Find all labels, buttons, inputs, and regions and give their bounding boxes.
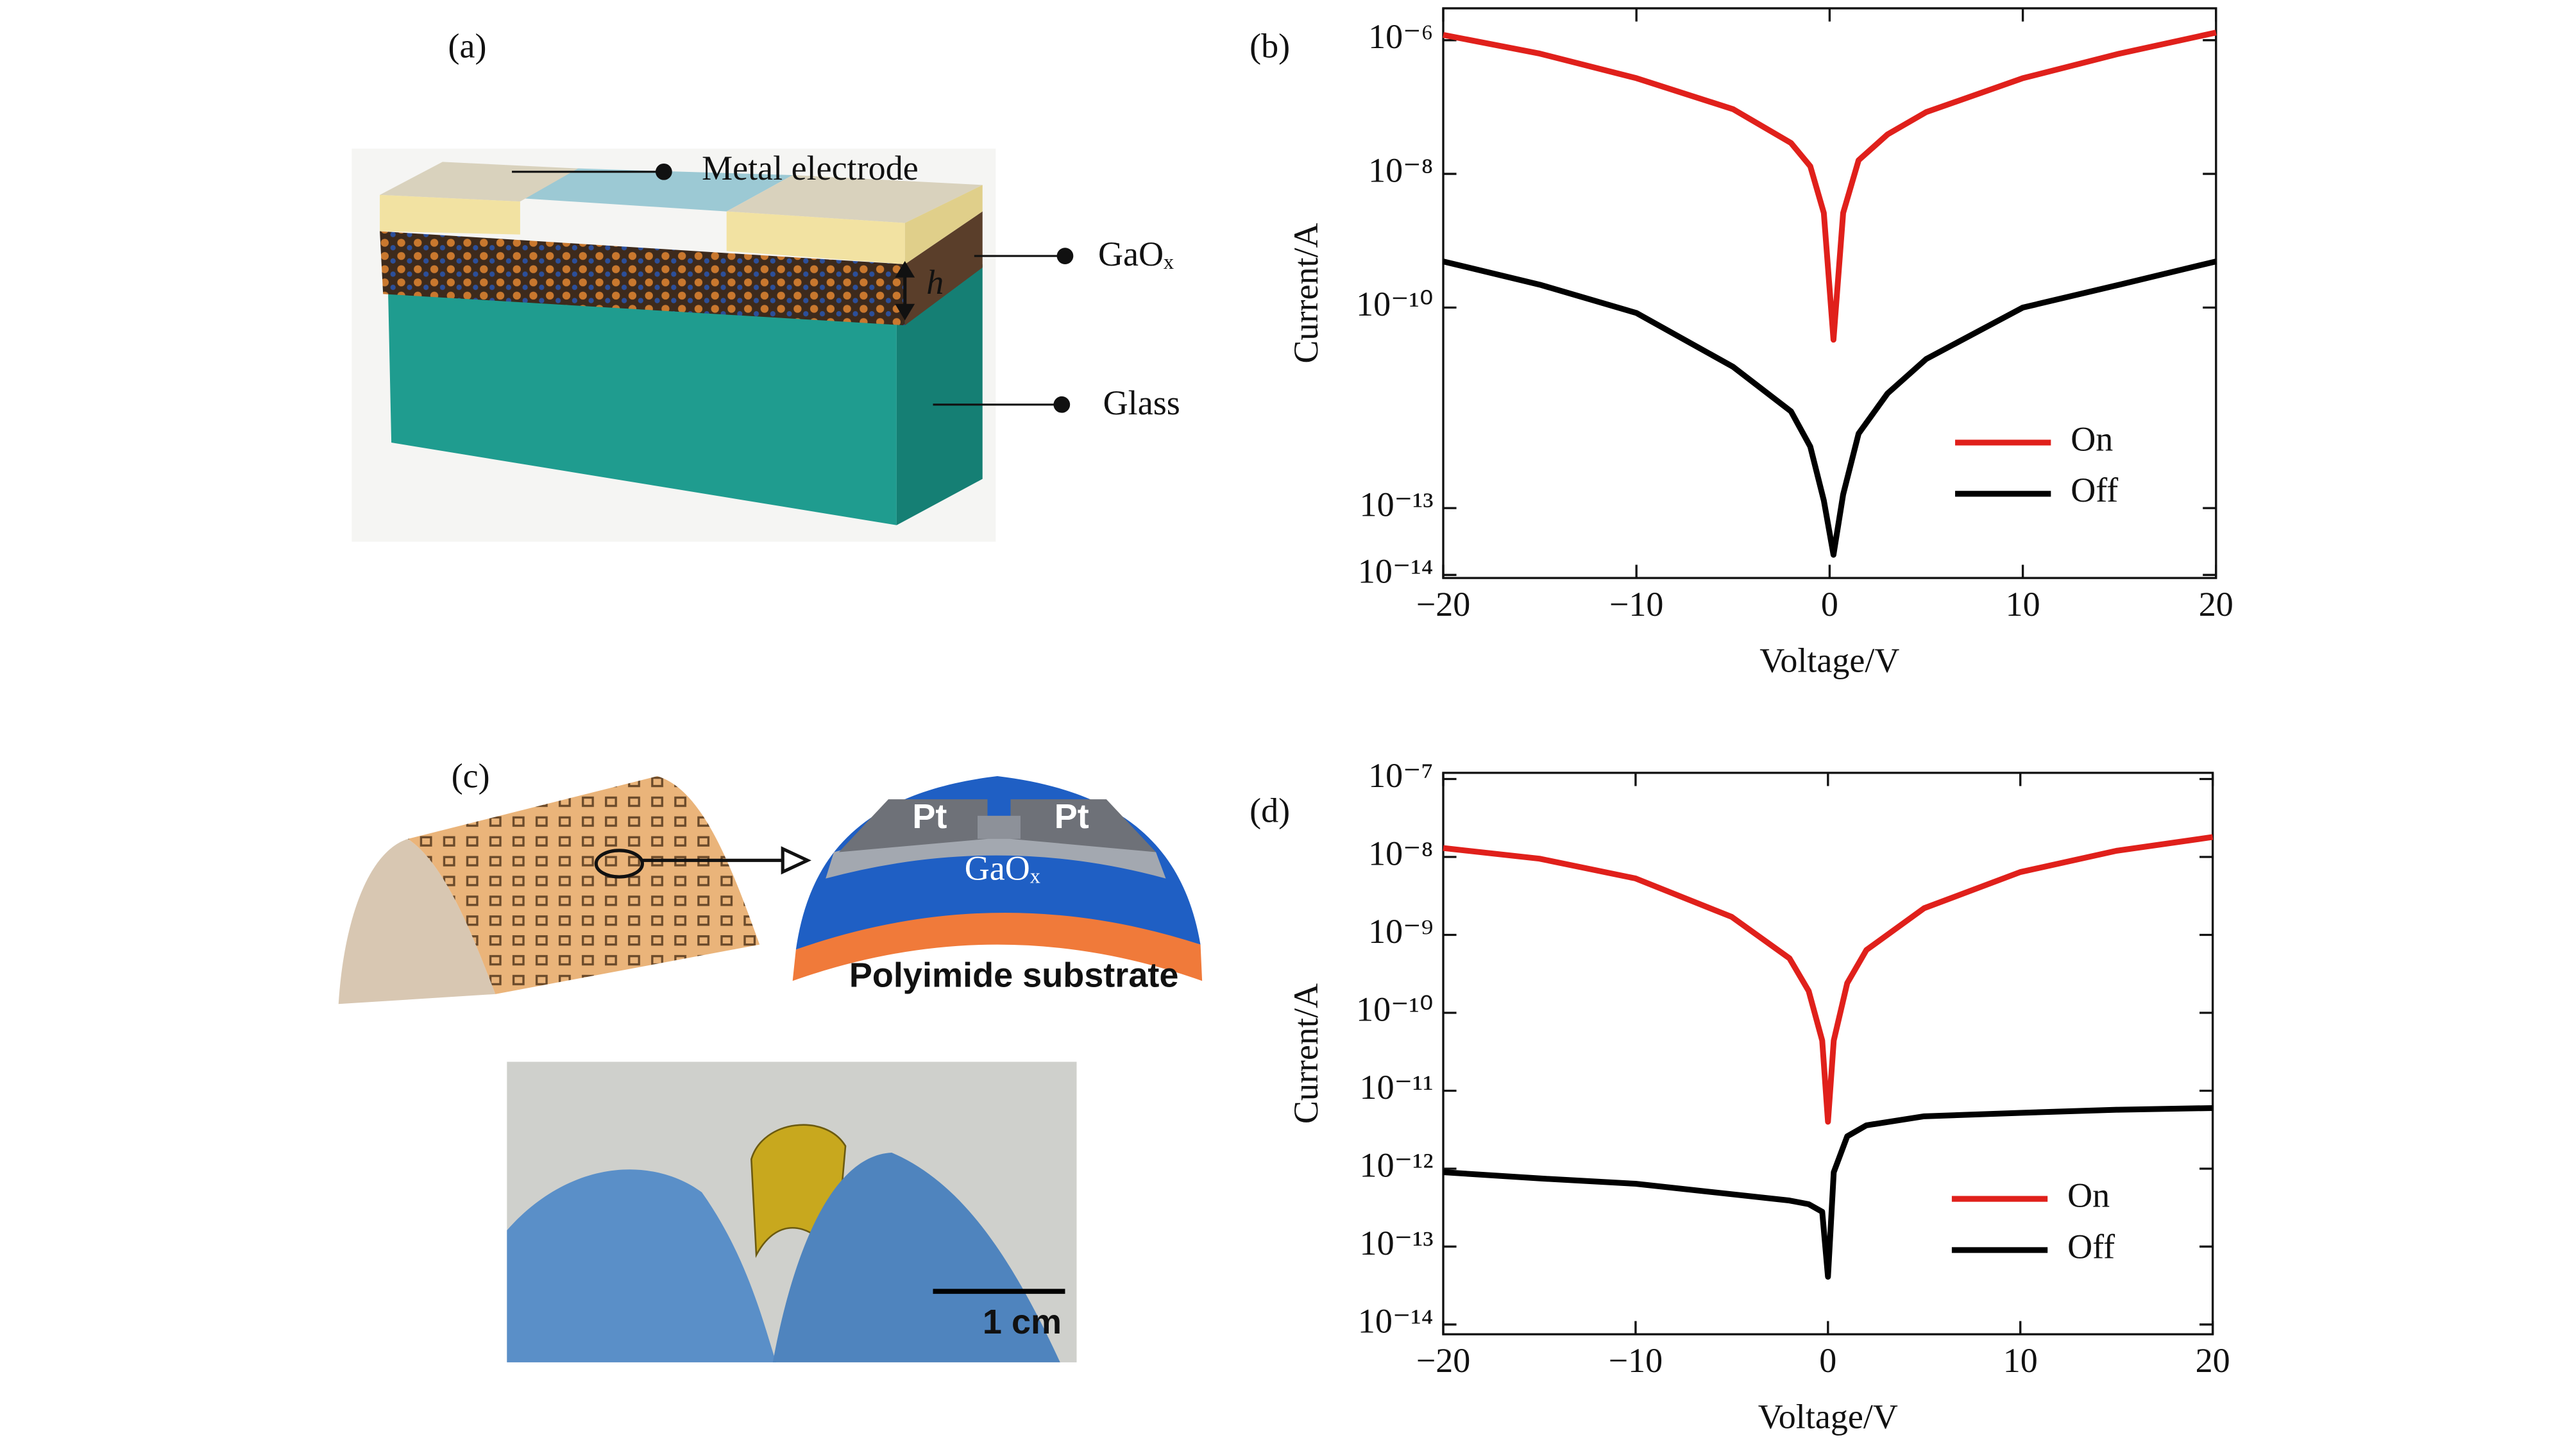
x-tick-label: −20 bbox=[1416, 1341, 1471, 1380]
y-axis-label: Current/A bbox=[1287, 223, 1325, 363]
callout-dot bbox=[1056, 248, 1074, 264]
substrate bbox=[792, 912, 1203, 981]
height-label: h bbox=[926, 263, 944, 301]
data-line bbox=[1443, 1105, 2213, 1280]
arrow-head bbox=[895, 260, 915, 278]
electrode-side bbox=[904, 185, 983, 264]
y-tick-label: 10⁻¹³ bbox=[1360, 486, 1434, 524]
electrode-top bbox=[726, 174, 983, 223]
glove bbox=[507, 1169, 776, 1362]
y-tick-label: 10⁻⁸ bbox=[1368, 834, 1433, 872]
legend-label: On bbox=[2067, 1176, 2110, 1214]
gaox-layer bbox=[380, 231, 905, 326]
panel-label: (b) bbox=[1250, 27, 1290, 65]
gaox-side bbox=[904, 211, 983, 326]
legend-label: On bbox=[2071, 419, 2113, 458]
pt-label: Pt bbox=[912, 797, 947, 836]
callout-dot bbox=[1053, 396, 1071, 413]
callout-text: Glass bbox=[1103, 384, 1180, 422]
legend-label: Off bbox=[2071, 471, 2118, 509]
pt-electrode bbox=[1010, 799, 1157, 852]
y-tick-label: 10⁻⁹ bbox=[1368, 912, 1433, 951]
x-tick-label: −10 bbox=[1609, 585, 1664, 623]
legend-label: Off bbox=[2067, 1227, 2115, 1266]
x-tick-label: −20 bbox=[1416, 585, 1471, 623]
y-tick-label: 10⁻⁸ bbox=[1368, 151, 1433, 189]
channel-gap bbox=[978, 815, 1021, 839]
channel bbox=[520, 168, 793, 212]
gaox-label: GaOₓ bbox=[965, 849, 1040, 888]
panel-label: (a) bbox=[448, 27, 487, 65]
y-tick-label: 10⁻¹² bbox=[1360, 1146, 1434, 1184]
sheet-underside bbox=[338, 838, 496, 1004]
y-tick-label: 10⁻¹⁴ bbox=[1358, 552, 1434, 591]
x-tick-label: 20 bbox=[2196, 1341, 2230, 1380]
arrow-head bbox=[895, 303, 915, 321]
data-line bbox=[1443, 30, 2217, 343]
x-tick-label: 0 bbox=[1819, 1341, 1836, 1380]
callout-dot bbox=[656, 163, 672, 180]
y-tick-label: 10⁻¹³ bbox=[1360, 1224, 1434, 1262]
glass-side bbox=[896, 264, 983, 525]
callout-text: Metal electrode bbox=[702, 149, 919, 187]
panel-label: (c) bbox=[452, 757, 490, 795]
data-line bbox=[1442, 258, 2217, 558]
panel-label: (d) bbox=[1250, 792, 1290, 830]
y-tick-label: 10⁻¹¹ bbox=[1360, 1068, 1434, 1106]
data-line bbox=[1443, 834, 2214, 1125]
x-tick-label: −10 bbox=[1609, 1341, 1663, 1380]
y-tick-label: 10⁻⁶ bbox=[1368, 17, 1433, 56]
electrode-front bbox=[380, 194, 520, 235]
electrode-front bbox=[726, 211, 905, 264]
y-tick-label: 10⁻⁷ bbox=[1368, 756, 1433, 795]
x-tick-label: 10 bbox=[2006, 585, 2040, 623]
x-tick-label: 10 bbox=[2003, 1341, 2038, 1380]
y-tick-label: 10⁻¹⁴ bbox=[1358, 1301, 1434, 1340]
glove bbox=[772, 1152, 1060, 1362]
glass-front bbox=[387, 289, 897, 525]
substrate-label: Polyimide substrate bbox=[849, 956, 1179, 994]
x-axis-label: Voltage/V bbox=[1758, 1397, 1898, 1436]
scale-label: 1 cm bbox=[983, 1303, 1062, 1341]
y-tick-label: 10⁻¹⁰ bbox=[1356, 285, 1433, 323]
x-tick-label: 20 bbox=[2199, 585, 2233, 623]
flexible-sheet bbox=[407, 776, 760, 994]
y-tick-label: 10⁻¹⁰ bbox=[1356, 990, 1433, 1028]
y-axis-label: Current/A bbox=[1287, 983, 1325, 1124]
pt-label: Pt bbox=[1055, 797, 1089, 836]
x-tick-label: 0 bbox=[1821, 585, 1838, 623]
x-axis-label: Voltage/V bbox=[1759, 641, 1899, 679]
zoom-arrow-head bbox=[781, 846, 811, 875]
zoom-ellipse bbox=[594, 849, 645, 879]
callout-text: GaOₓ bbox=[1098, 235, 1174, 273]
